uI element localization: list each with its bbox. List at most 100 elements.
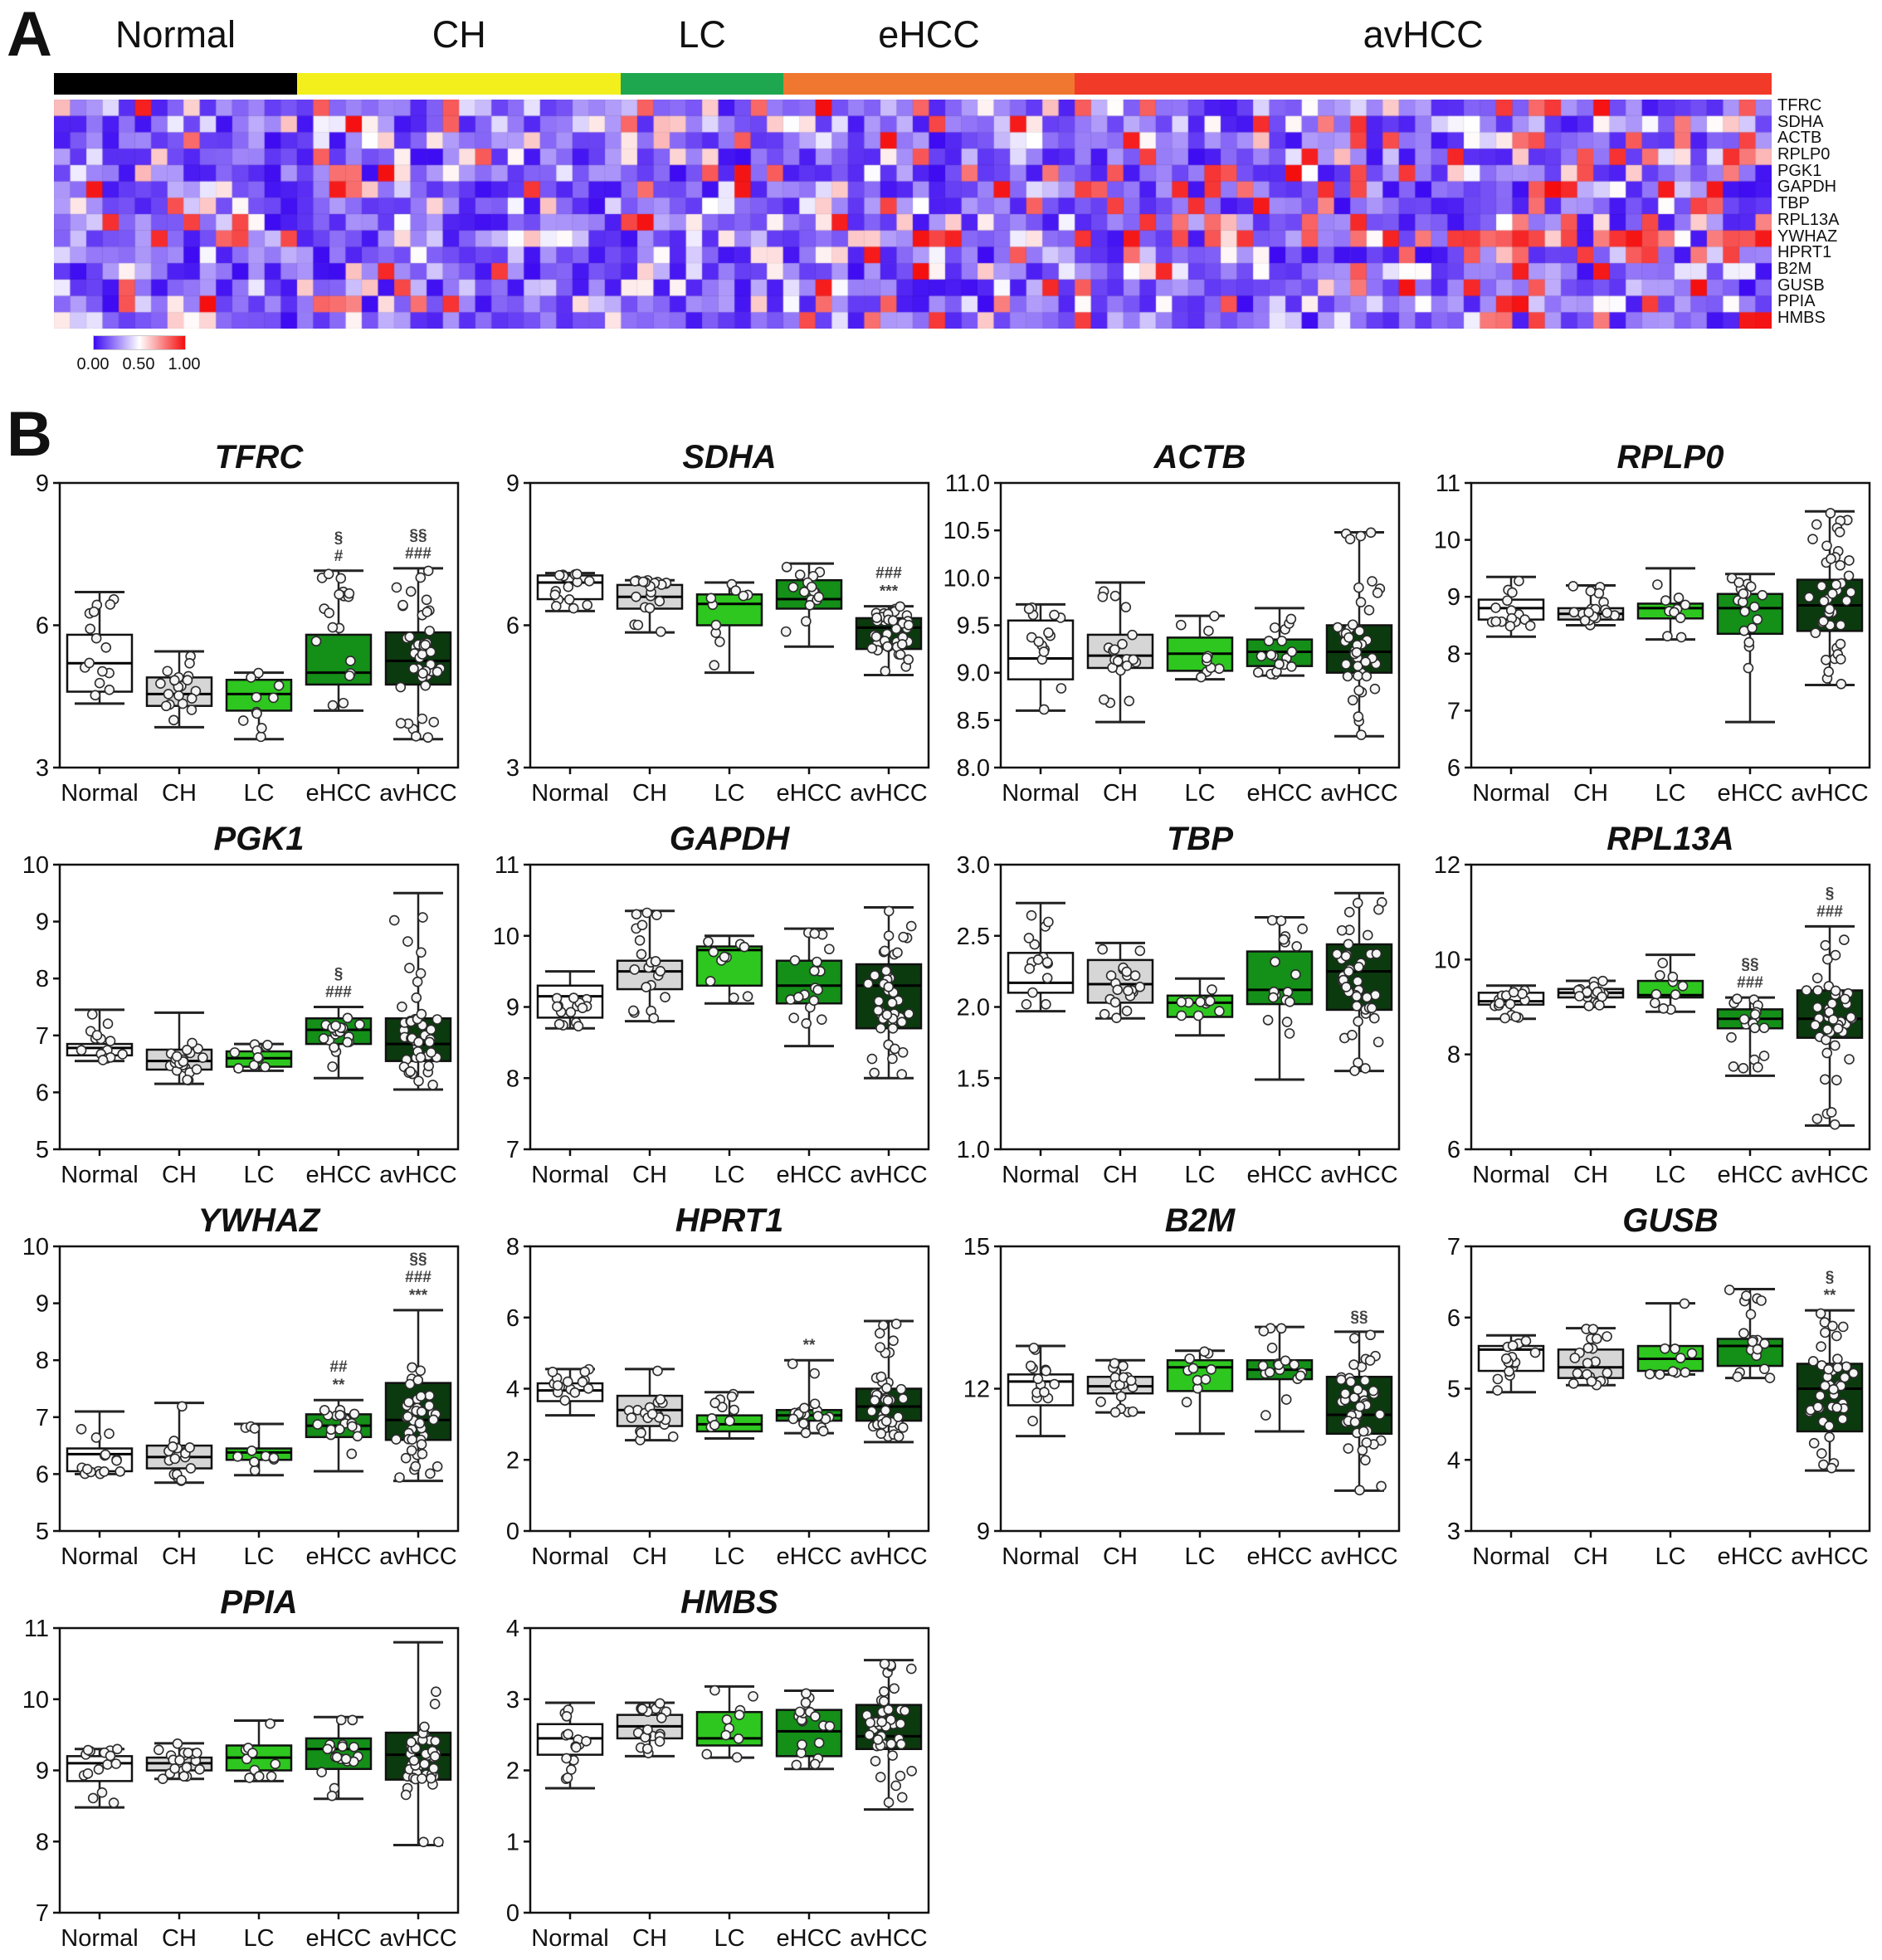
x-tick-label-normal: Normal [1472,780,1549,807]
boxplot-gapdh: GAPDH 7 8 9 10 11 Normal CH LC eHCC avHCC [493,821,930,1188]
x-tick-label-lc: LC [1655,1162,1685,1188]
boxplot-ywhaz: YWHAZ 5 6 7 8 9 10 Normal CH LC ##** eHCC §§###*** av… [22,1202,460,1570]
x-tick-label-ehcc: eHCC [777,1925,842,1952]
x-tick-label-ch: CH [162,1543,197,1570]
significance-annotation: §§ [409,1251,427,1268]
y-tick-label: 4 [1447,1447,1460,1474]
y-tick-label: 0 [506,1900,519,1927]
boxplot-actb: ACTB 8.0 8.5 9.0 9.5 10.0 10.5 11.0 Normal CH LC eH… [943,439,1401,807]
colorbar-tick-mid: 0.50 [122,355,155,373]
x-tick-label-ch: CH [632,1543,667,1570]
y-tick-label: 4 [506,1616,519,1642]
heatmap-row-label-tbp: TBP [1777,194,1810,213]
significance-annotation: § [1826,1269,1835,1286]
heatmap-gene-labels: TFRC SDHA ACTB RPLP0 PGK1 GAPDH TBP RPL13A YWHAZ… [1777,96,1840,327]
chart-title: HMBS [680,1584,778,1621]
heatmap-group-label-ehcc: eHCC [878,13,980,56]
significance-annotation: ### [875,565,902,583]
y-tick-label: 4 [506,1377,519,1403]
x-tick-label-ehcc: eHCC [777,1162,842,1188]
y-tick-label: 8 [506,1234,519,1260]
heatmap-group-ribbon [54,73,1772,95]
x-tick-label-lc: LC [714,1925,744,1952]
x-tick-label-normal: Normal [61,1162,138,1188]
y-tick-label: 1.5 [957,1065,990,1092]
y-tick-label: 11 [495,852,519,879]
chart-title: PPIA [220,1584,297,1621]
x-tick-label-ehcc: eHCC [1247,780,1313,807]
boxplot-b2m: B2M 9 12 15 Normal CH LC eHCC §§ avHCC [963,1202,1401,1570]
x-tick-label-ehcc: eHCC [1718,1162,1783,1188]
panel-a-label: A [7,0,52,70]
y-tick-label: 8 [36,1829,49,1855]
chart-title: ACTB [1153,439,1246,475]
x-tick-label-avhcc: avHCC [379,1925,456,1952]
y-tick-label: 3 [506,755,519,782]
colorbar-tick-min: 0.00 [76,355,110,373]
ribbon-segment-lc [621,73,783,95]
significance-annotation: ### [325,984,352,1002]
ribbon-segment-ehcc [783,73,1075,95]
chart-title: PGK1 [214,821,305,857]
y-tick-label: 1.0 [957,1137,990,1163]
y-tick-label: 8 [36,966,49,992]
x-tick-label-ch: CH [1573,1162,1608,1188]
x-tick-label-avhcc: avHCC [1791,1543,1868,1570]
x-tick-label-avhcc: avHCC [850,1543,927,1570]
chart-title: HPRT1 [675,1202,783,1239]
heatmap-row-label-tfrc: TFRC [1777,96,1822,115]
heatmap-row-label-ywhaz: YWHAZ [1777,227,1838,246]
y-tick-label: 7 [506,1137,519,1163]
heatmap-group-label-avhcc: avHCC [1363,13,1484,56]
y-tick-label: 6 [36,1461,49,1488]
y-tick-label: 5 [1447,1377,1460,1403]
heatmap-row-label-gusb: GUSB [1777,275,1825,295]
x-tick-label-avhcc: avHCC [850,1162,927,1188]
y-tick-label: 6 [36,613,49,640]
x-tick-label-ehcc: eHCC [1718,1543,1783,1570]
x-tick-label-avhcc: avHCC [379,1543,456,1570]
x-tick-label-avhcc: avHCC [379,780,456,807]
significance-annotation: ### [405,1269,431,1286]
x-tick-label-ch: CH [162,1162,197,1188]
heatmap-row-label-rpl13a: RPL13A [1777,210,1840,229]
significance-annotation: ## [329,1358,348,1376]
significance-annotation: ### [1816,903,1843,920]
boxplot-sdha: SDHA 3 6 9 Normal CH LC eHCC ###*** avHCC [506,439,930,807]
y-tick-label: 8.0 [957,755,990,782]
significance-annotation: ** [333,1377,345,1394]
y-tick-label: 7 [1447,698,1460,724]
boxplot-gusb: GUSB 3 4 5 6 7 Normal CH LC eHCC §** avHCC [1447,1202,1871,1570]
heatmap-colorbar [93,335,186,350]
y-tick-label: 8 [1447,641,1460,668]
x-tick-label-avhcc: avHCC [1320,780,1397,807]
heatmap-canvas [54,100,1772,329]
y-tick-label: 3 [36,755,49,782]
boxplot-ppia: PPIA 7 8 9 10 11 Normal CH LC eHCC avHCC [22,1584,460,1952]
y-tick-label: 9 [36,470,49,497]
heatmap-row-label-rplp0: RPLP0 [1777,145,1831,164]
x-tick-label-ch: CH [1103,1162,1138,1188]
x-tick-label-ch: CH [1103,780,1138,807]
significance-annotation: ### [405,545,431,563]
significance-annotation: *** [880,583,899,601]
y-tick-label: 10 [493,924,519,950]
heatmap-row-label-gapdh: GAPDH [1777,178,1837,197]
heatmap-row-label-sdha: SDHA [1777,112,1824,131]
y-tick-label: 5 [36,1519,49,1545]
heatmap-group-label-lc: LC [678,13,726,56]
chart-title: RPL13A [1607,821,1733,857]
y-tick-label: 10.5 [943,518,990,544]
boxplot-tfrc: TFRC 3 6 9 Normal CH LC §# eHCC §§### avHCC [36,439,460,807]
significance-annotation: ### [1737,974,1763,992]
y-tick-label: 9 [36,1291,49,1318]
chart-title: TFRC [215,439,305,475]
significance-annotation: §§ [409,527,427,544]
y-tick-label: 8 [506,1065,519,1092]
y-tick-label: 2.0 [957,995,990,1021]
boxplot-grid: TFRC 3 6 9 Normal CH LC § # eHCC §§ ### avHCC SDHA 3 6 9… [0,431,1882,1958]
x-tick-label-avhcc: avHCC [1320,1543,1397,1570]
boxplot-hmbs: HMBS 0 1 2 3 4 Normal CH LC eHCC avHCC [506,1584,930,1952]
y-tick-label: 9.5 [957,613,990,640]
chart-title: B2M [1165,1202,1236,1239]
